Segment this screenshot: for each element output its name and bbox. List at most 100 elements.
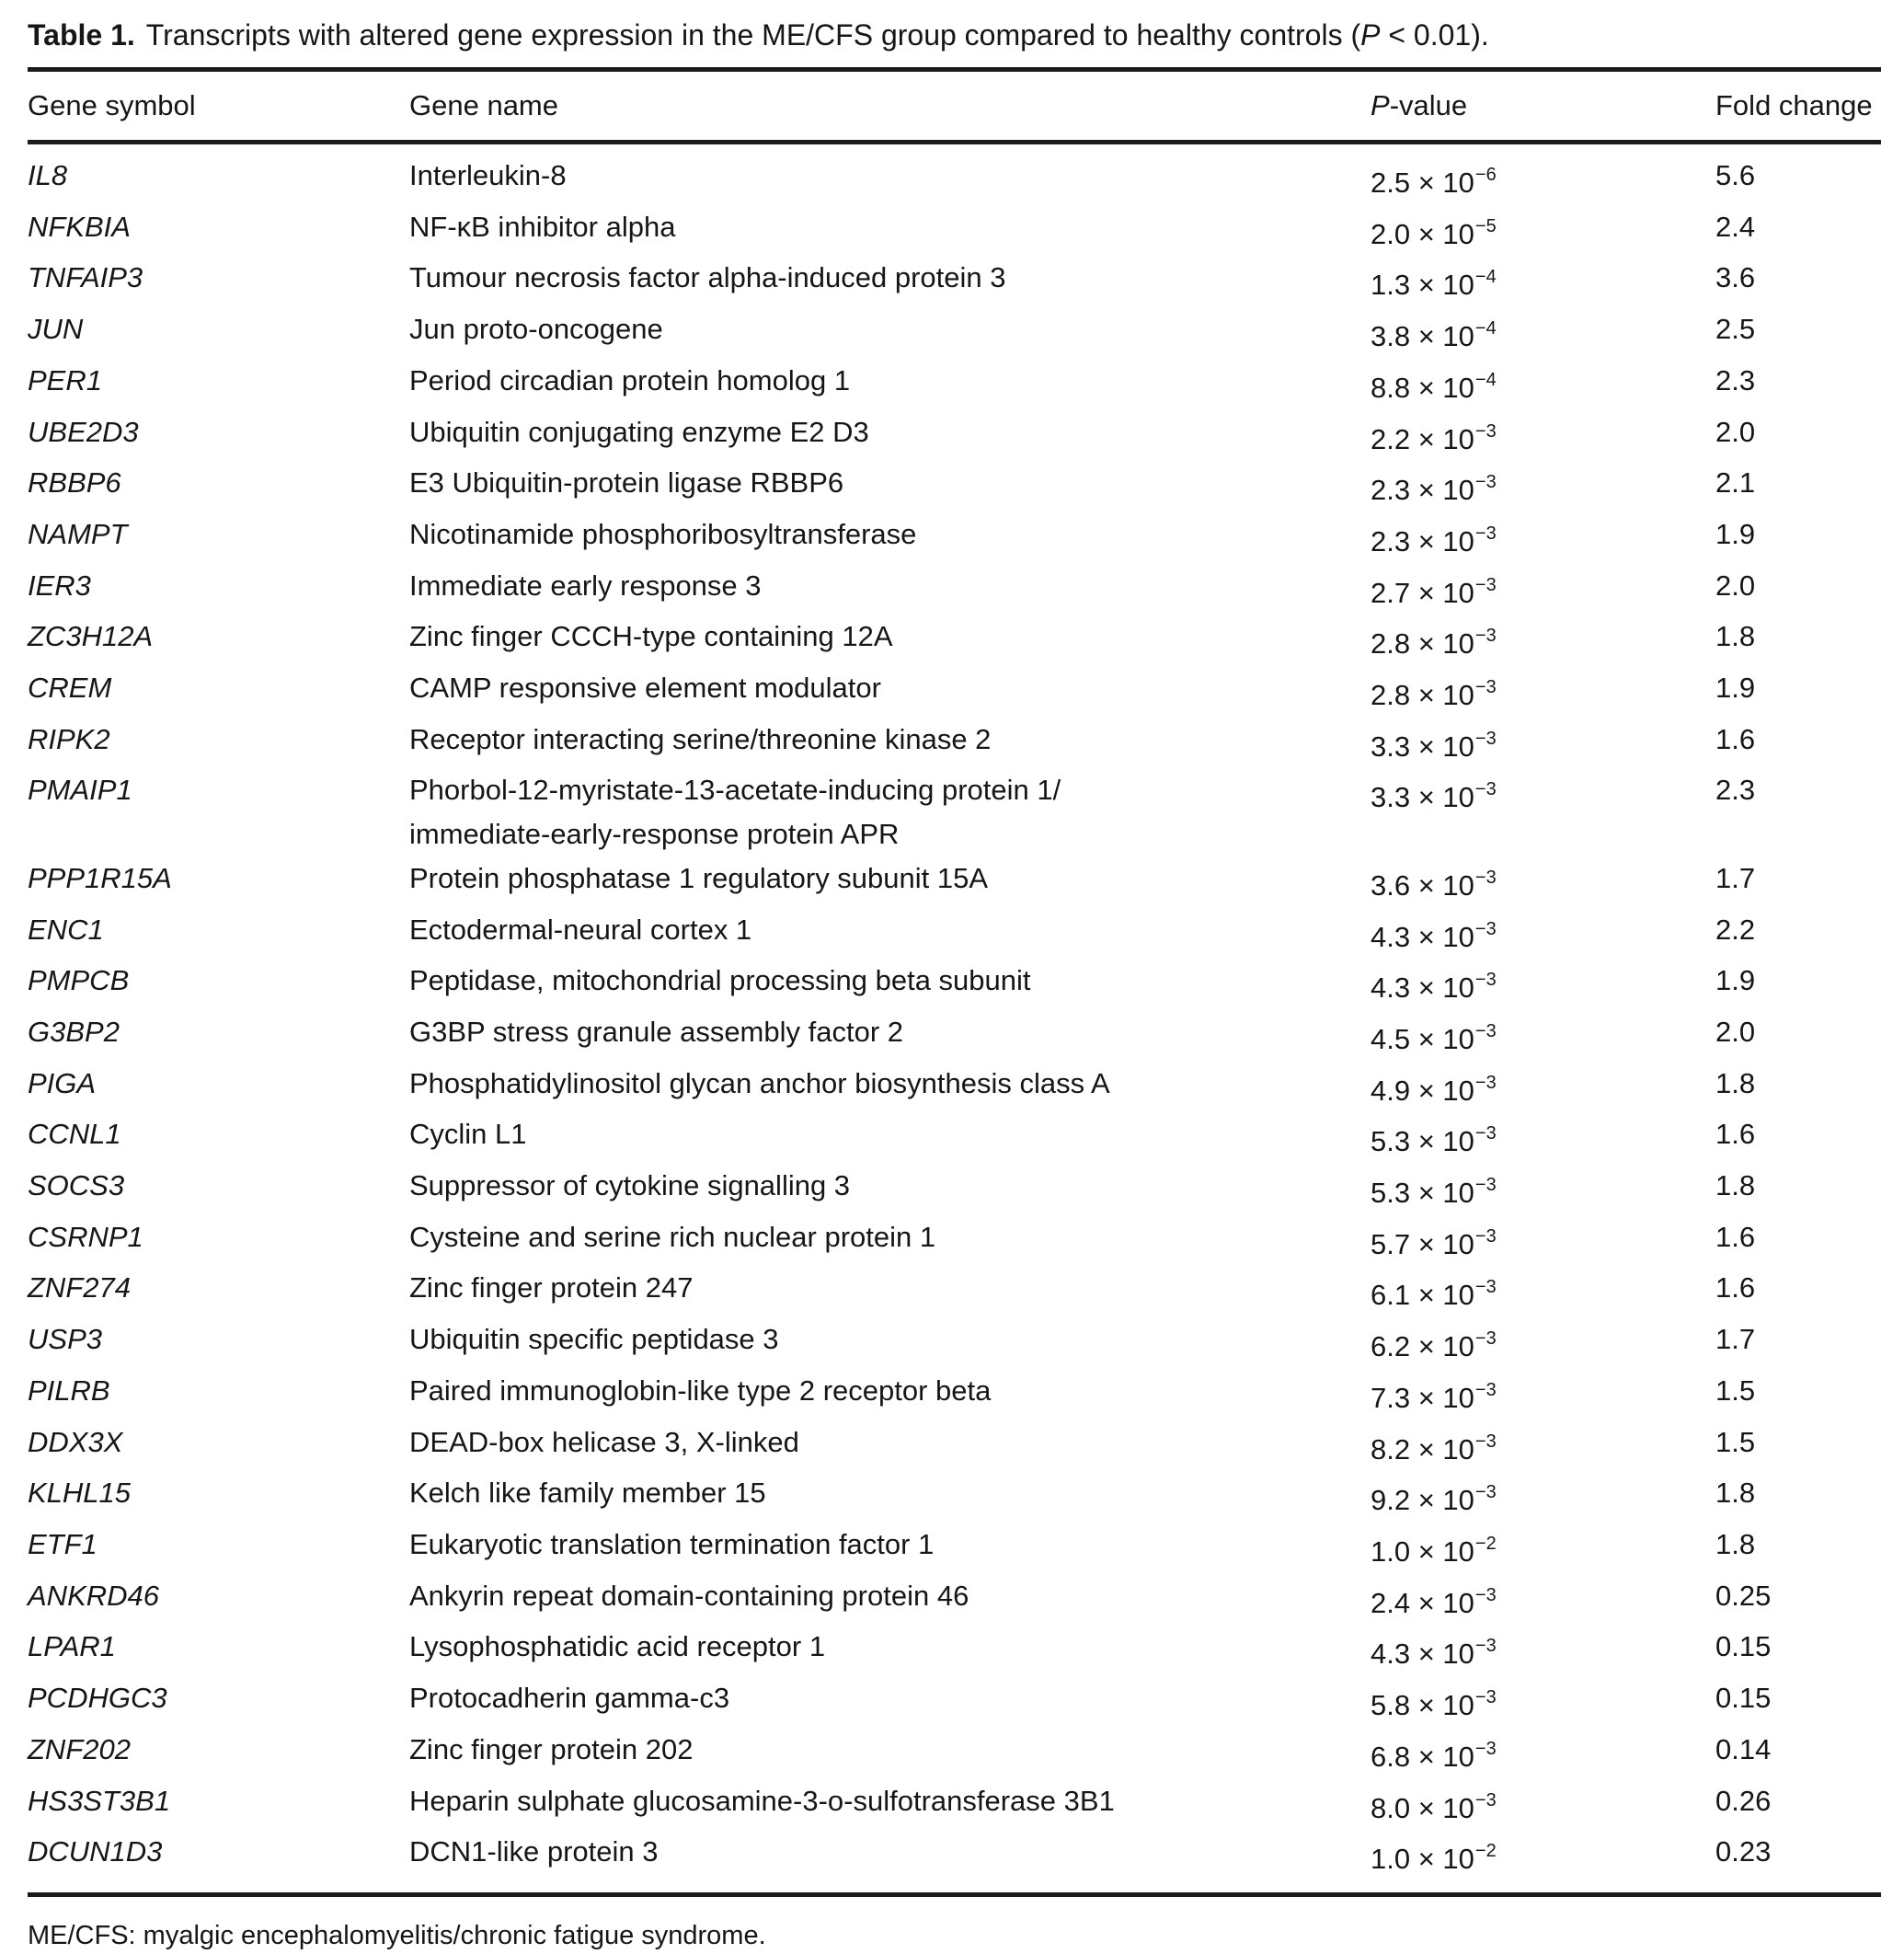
p-value-cell: 3.8 × 10−4 <box>1371 307 1715 359</box>
gene-symbol-cell: PCDHGC3 <box>28 1676 409 1728</box>
gene-symbol: RBBP6 <box>28 466 121 500</box>
fold-change-cell: 2.3 <box>1715 359 1881 410</box>
fold-change-cell: 1.6 <box>1715 1112 1881 1164</box>
p-value-exponent: −3 <box>1474 574 1497 595</box>
p-value-exponent: −3 <box>1474 1379 1497 1400</box>
fold-change-value: 2.5 <box>1715 313 1756 346</box>
table-row: ENC1 Ectodermal-neural cortex 1 4.3 × 10… <box>28 908 1881 960</box>
fold-change-value: 2.4 <box>1715 210 1756 243</box>
table-row: ZNF202 Zinc finger protein 202 6.8 × 10−… <box>28 1728 1881 1779</box>
gene-name: Ankyrin repeat domain-containing protein… <box>409 1579 969 1612</box>
table-row: ETF1 Eukaryotic translation termination … <box>28 1523 1881 1574</box>
gene-name: Immediate early response 3 <box>409 569 762 602</box>
table-row: PCDHGC3 Protocadherin gamma-c3 5.8 × 10−… <box>28 1676 1881 1728</box>
p-value-exponent: −3 <box>1474 1072 1497 1093</box>
gene-name-cell: Ubiquitin specific peptidase 3 <box>409 1317 1371 1369</box>
fold-change-value: 1.8 <box>1715 1477 1756 1510</box>
p-value-cell: 1.0 × 10−2 <box>1371 1523 1715 1574</box>
table-bottom-rule <box>28 1891 1881 1897</box>
table-title-label: Table 1. <box>28 18 135 52</box>
fold-change-cell: 0.15 <box>1715 1676 1881 1728</box>
p-value-base: 9.2 × 10 <box>1371 1484 1474 1517</box>
fold-change-cell: 2.2 <box>1715 908 1881 960</box>
gene-name-cell: Interleukin-8 <box>409 154 1371 205</box>
p-value-exponent: −3 <box>1474 918 1497 939</box>
p-value-base: 5.3 × 10 <box>1371 1125 1474 1158</box>
gene-symbol: CSRNP1 <box>28 1220 143 1253</box>
table-row: IL8 Interleukin-8 2.5 × 10−6 5.6 <box>28 154 1881 205</box>
gene-name-cell: Phorbol-12-myristate-13-acetate-inducing… <box>409 768 1371 856</box>
gene-symbol: ZNF274 <box>28 1271 131 1305</box>
p-value-exponent: −3 <box>1474 420 1497 442</box>
p-value-cell: 2.3 × 10−3 <box>1371 512 1715 564</box>
gene-name: Jun proto-oncogene <box>409 313 663 346</box>
table-row: HS3ST3B1 Heparin sulphate glucosamine-3-… <box>28 1779 1881 1831</box>
gene-symbol: HS3ST3B1 <box>28 1784 171 1817</box>
fold-change-cell: 0.26 <box>1715 1779 1881 1831</box>
gene-symbol-cell: HS3ST3B1 <box>28 1779 409 1831</box>
gene-symbol-cell: NAMPT <box>28 512 409 564</box>
p-value-base: 6.2 × 10 <box>1371 1330 1474 1363</box>
gene-name-cell: Ubiquitin conjugating enzyme E2 D3 <box>409 410 1371 462</box>
p-value-exponent: −3 <box>1474 1328 1497 1350</box>
header-p-value: P-value <box>1371 89 1715 122</box>
gene-name-cell: Paired immunoglobin-like type 2 receptor… <box>409 1369 1371 1420</box>
fold-change-value: 1.7 <box>1715 1323 1756 1356</box>
fold-change-cell: 0.15 <box>1715 1625 1881 1676</box>
p-value-exponent: −3 <box>1474 779 1497 800</box>
gene-symbol-cell: UBE2D3 <box>28 410 409 462</box>
fold-change-cell: 1.7 <box>1715 856 1881 908</box>
table-row: PER1 Period circadian protein homolog 1 … <box>28 359 1881 410</box>
table-row: RBBP6 E3 Ubiquitin-protein ligase RBBP6 … <box>28 461 1881 512</box>
p-value-exponent: −3 <box>1474 1482 1497 1503</box>
gene-symbol: IER3 <box>28 569 91 602</box>
gene-symbol: DCUN1D3 <box>28 1835 163 1868</box>
fold-change-value: 0.26 <box>1715 1784 1772 1817</box>
gene-symbol-cell: CREM <box>28 666 409 718</box>
fold-change-value: 1.8 <box>1715 1066 1756 1099</box>
gene-name: Kelch like family member 15 <box>409 1477 766 1510</box>
p-value-exponent: −3 <box>1474 626 1497 647</box>
p-value-base: 2.7 × 10 <box>1371 576 1474 609</box>
p-value-base: 4.3 × 10 <box>1371 920 1474 953</box>
table-row: ZNF274 Zinc finger protein 247 6.1 × 10−… <box>28 1266 1881 1317</box>
fold-change-value: 2.0 <box>1715 415 1756 448</box>
gene-name: Heparin sulphate glucosamine-3-o-sulfotr… <box>409 1784 1115 1817</box>
fold-change-value: 1.9 <box>1715 517 1756 550</box>
gene-name-cell: Period circadian protein homolog 1 <box>409 359 1371 410</box>
gene-name-cell: Eukaryotic translation termination facto… <box>409 1523 1371 1574</box>
table-row: KLHL15 Kelch like family member 15 9.2 ×… <box>28 1471 1881 1523</box>
p-value-exponent: −3 <box>1474 1020 1497 1041</box>
table-row: CREM CAMP responsive element modulator 2… <box>28 666 1881 718</box>
table-header-row: Gene symbol Gene name P-value Fold chang… <box>28 72 1881 140</box>
p-value-base: 3.3 × 10 <box>1371 781 1474 814</box>
p-value-cell: 3.3 × 10−3 <box>1371 718 1715 769</box>
table-row: DCUN1D3 DCN1-like protein 3 1.0 × 10−2 0… <box>28 1830 1881 1881</box>
table-row: TNFAIP3 Tumour necrosis factor alpha-ind… <box>28 256 1881 307</box>
gene-symbol: CCNL1 <box>28 1118 121 1151</box>
fold-change-cell: 1.9 <box>1715 666 1881 718</box>
gene-symbol: PMPCB <box>28 964 130 997</box>
gene-symbol-cell: ZC3H12A <box>28 615 409 666</box>
gene-symbol-cell: KLHL15 <box>28 1471 409 1523</box>
gene-symbol: NAMPT <box>28 517 128 550</box>
fold-change-value: 2.1 <box>1715 466 1756 500</box>
gene-symbol: USP3 <box>28 1323 102 1356</box>
p-value-exponent: −2 <box>1474 1533 1497 1554</box>
gene-name-cell: Suppressor of cytokine signalling 3 <box>409 1164 1371 1215</box>
gene-name: CAMP responsive element modulator <box>409 672 881 705</box>
fold-change-value: 1.8 <box>1715 1169 1756 1202</box>
p-value-cell: 2.4 × 10−3 <box>1371 1574 1715 1626</box>
p-value-exponent: −3 <box>1474 472 1497 493</box>
gene-symbol: PMAIP1 <box>28 774 132 807</box>
table-body: IL8 Interleukin-8 2.5 × 10−6 5.6 NFKBIA … <box>28 144 1881 1881</box>
table-row: PIGA Phosphatidylinositol glycan anchor … <box>28 1062 1881 1113</box>
fold-change-cell: 2.0 <box>1715 1010 1881 1062</box>
p-value-base: 6.1 × 10 <box>1371 1279 1474 1312</box>
fold-change-cell: 2.4 <box>1715 205 1881 257</box>
table-row: IER3 Immediate early response 3 2.7 × 10… <box>28 564 1881 615</box>
fold-change-cell: 2.0 <box>1715 564 1881 615</box>
header-gene-name: Gene name <box>409 89 558 121</box>
gene-symbol-cell: RBBP6 <box>28 461 409 512</box>
gene-symbol: LPAR1 <box>28 1630 116 1663</box>
